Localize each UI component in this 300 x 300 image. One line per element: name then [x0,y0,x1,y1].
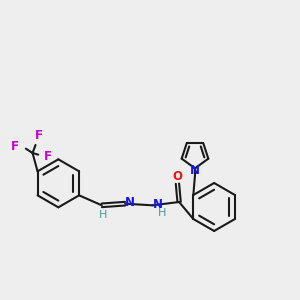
Text: N: N [125,196,135,209]
Text: F: F [11,140,19,154]
Text: H: H [99,210,107,220]
Text: H: H [158,208,166,218]
Text: O: O [172,170,182,184]
Text: N: N [190,164,200,177]
Text: F: F [34,129,43,142]
Text: N: N [152,198,163,211]
Text: F: F [44,151,52,164]
